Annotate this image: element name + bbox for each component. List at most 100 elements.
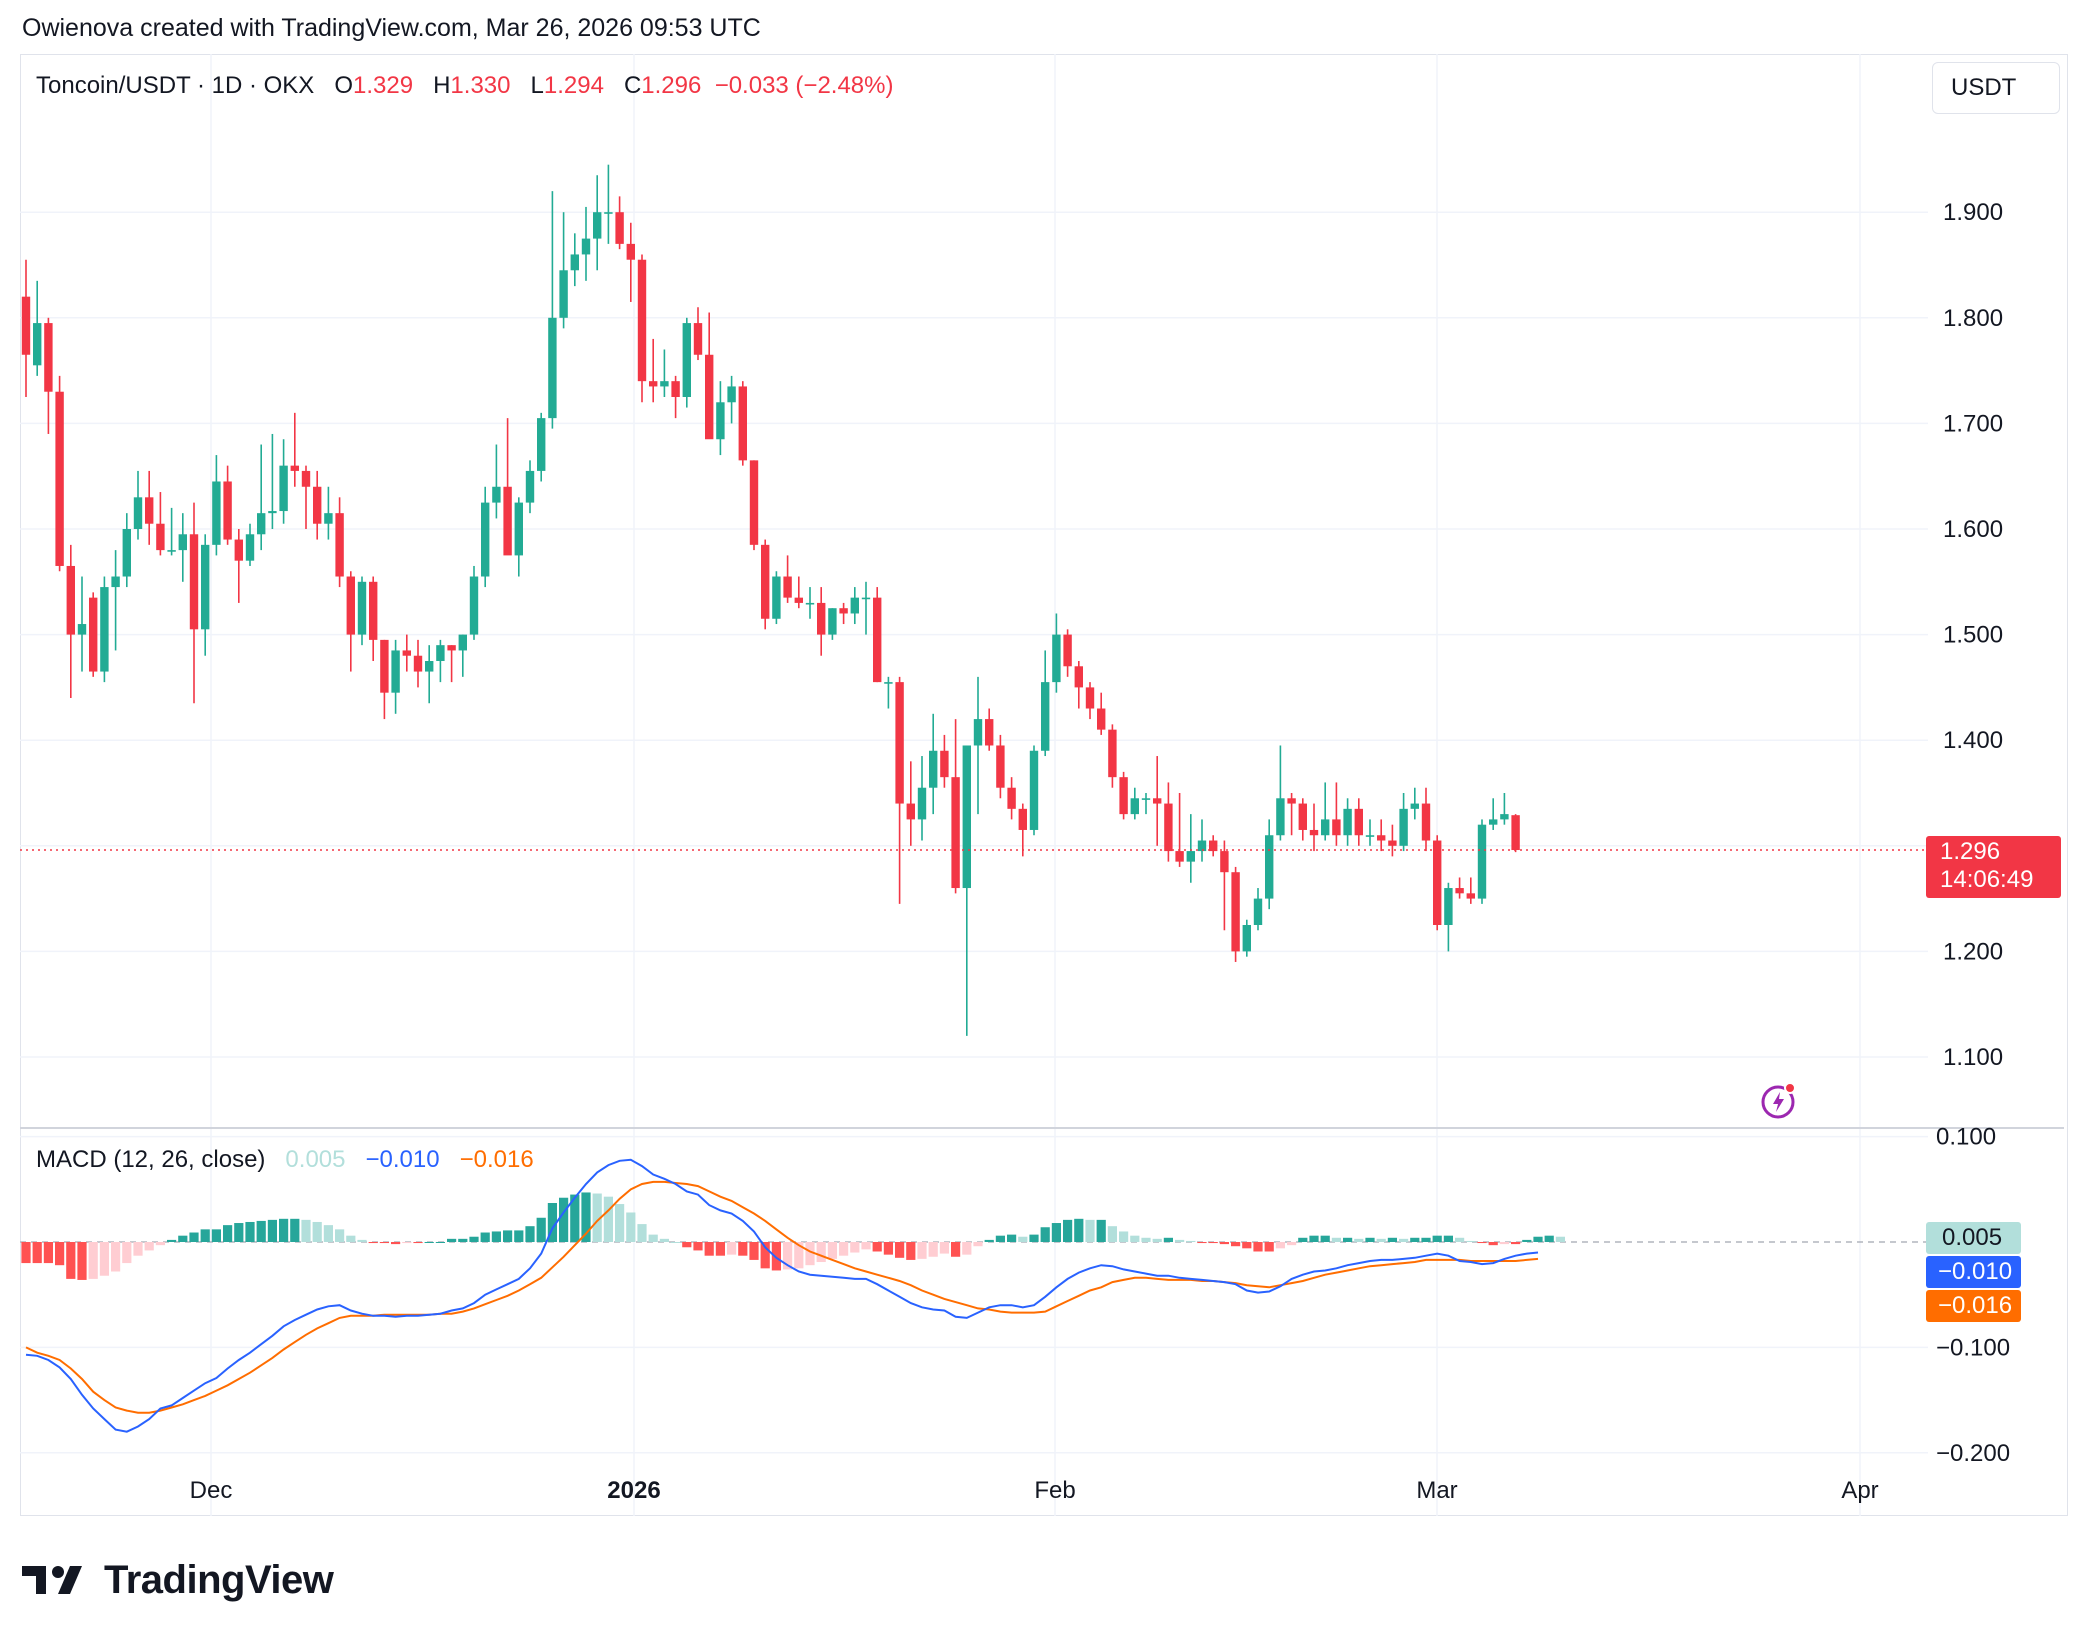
- candle: [581, 206, 591, 281]
- macd-hist-bar: [771, 1242, 781, 1271]
- candle-body: [1108, 729, 1117, 778]
- macd-hist-bar: [66, 1242, 76, 1279]
- candle: [1209, 835, 1218, 857]
- candle: [537, 412, 546, 482]
- macd-hist-bar: [301, 1219, 311, 1242]
- macd-hist-bar: [525, 1226, 535, 1242]
- candle-body: [1309, 829, 1319, 836]
- candle-body: [156, 523, 165, 551]
- candle: [1276, 745, 1285, 841]
- candle-body: [895, 682, 904, 804]
- macd-hist-bar: [1175, 1239, 1185, 1242]
- candle: [133, 470, 143, 540]
- candle-body: [402, 650, 411, 656]
- candle: [447, 645, 456, 683]
- last-price-value: 1.296: [1940, 838, 2001, 865]
- tradingview-logo-text: TradingView: [104, 1557, 334, 1602]
- candle-body: [133, 497, 143, 529]
- candle-body: [301, 470, 311, 487]
- candle: [1197, 819, 1207, 862]
- candle-body: [279, 465, 288, 512]
- candle: [693, 307, 703, 361]
- macd-line: [25, 1158, 1539, 1433]
- grid-lines: [20, 54, 1928, 1516]
- candle-body: [436, 645, 445, 661]
- macd-hist-bar: [1007, 1234, 1017, 1242]
- macd-hist-bar: [570, 1194, 580, 1242]
- macd-hist-bar: [357, 1239, 367, 1242]
- macd-hist-bar: [659, 1238, 669, 1242]
- candle-body: [1097, 708, 1106, 730]
- currency-selector[interactable]: USDT: [1932, 62, 2060, 114]
- macd-hist-bar: [648, 1234, 658, 1242]
- candle: [167, 507, 176, 556]
- price-axis-tick-label: 1.800: [1943, 305, 2003, 332]
- macd-hist-bar: [245, 1221, 255, 1242]
- macd-hist-bar: [1040, 1227, 1050, 1242]
- macd-hist-bar: [1298, 1237, 1308, 1242]
- macd-hist-bar: [1376, 1238, 1386, 1242]
- macd-axis-tick-label: 0.100: [1936, 1124, 1996, 1151]
- macd-hist-bar: [1499, 1242, 1509, 1245]
- candle: [1041, 650, 1050, 757]
- macd-hist-bar: [805, 1242, 815, 1266]
- candle-body: [481, 502, 490, 577]
- candle-body: [245, 534, 255, 561]
- symbol-name[interactable]: Toncoin/USDT · 1D · OKX: [36, 72, 315, 99]
- macd-hist-bar: [155, 1242, 165, 1246]
- macd-hist-bar: [1432, 1235, 1442, 1242]
- candle-body: [817, 602, 826, 635]
- candle-body: [1119, 777, 1128, 815]
- candle-body: [828, 608, 837, 635]
- candle: [122, 513, 131, 588]
- candle-body: [637, 259, 647, 382]
- macd-hist-bar: [1107, 1226, 1117, 1242]
- candle-body: [1365, 835, 1375, 837]
- change-value: −0.033 (−2.48%): [714, 72, 894, 99]
- macd-hist-bar: [1455, 1237, 1465, 1242]
- price-axis-tick-label: 1.400: [1943, 727, 2003, 754]
- macd-line-tag: −0.010: [1926, 1256, 2021, 1288]
- candle: [1052, 613, 1061, 693]
- macd-hist-bar: [424, 1242, 434, 1243]
- macd-hist-bar: [827, 1242, 837, 1259]
- flash-icon[interactable]: [1760, 1080, 1800, 1120]
- macd-hist-bar: [1544, 1235, 1554, 1242]
- tradingview-logo-icon: [22, 1566, 82, 1594]
- candle-body: [861, 597, 871, 600]
- macd-hist-bar: [682, 1242, 692, 1248]
- macd-line-tag-value: −0.010: [1938, 1258, 2013, 1285]
- candle-body: [671, 381, 680, 397]
- candle: [1018, 803, 1027, 857]
- candle-body: [1455, 888, 1464, 894]
- macd-hist-bar: [951, 1242, 961, 1257]
- close-label: C: [623, 72, 642, 99]
- macd-hist-bar: [928, 1242, 938, 1257]
- candle: [1265, 819, 1274, 910]
- candle: [705, 312, 714, 440]
- candle: [817, 587, 826, 656]
- open-label: O: [334, 72, 353, 99]
- macd-hist-bar: [984, 1239, 994, 1242]
- macd-hist-bar: [615, 1204, 625, 1242]
- tradingview-logo[interactable]: TradingView: [22, 1557, 334, 1602]
- macd-hist-bar: [1141, 1237, 1151, 1242]
- price-axis-tick-label: 1.700: [1943, 410, 2003, 437]
- macd-hist-bar: [480, 1232, 490, 1242]
- macd-hist-bar: [1264, 1242, 1274, 1252]
- macd-hist-bar: [1387, 1237, 1397, 1242]
- candle: [548, 191, 557, 429]
- macd-hist-bar: [279, 1218, 289, 1242]
- candle-body: [201, 544, 210, 630]
- macd-hist-bar: [727, 1242, 737, 1255]
- macd-hist-bar: [1410, 1237, 1420, 1242]
- candle-body: [1220, 851, 1229, 873]
- candle: [481, 486, 490, 588]
- candle: [178, 513, 187, 582]
- candle: [1108, 724, 1117, 788]
- candle: [873, 587, 882, 683]
- macd-indicator-name[interactable]: MACD (12, 26, close): [36, 1146, 266, 1173]
- candle-body: [1377, 835, 1386, 841]
- candle-body: [1007, 787, 1016, 809]
